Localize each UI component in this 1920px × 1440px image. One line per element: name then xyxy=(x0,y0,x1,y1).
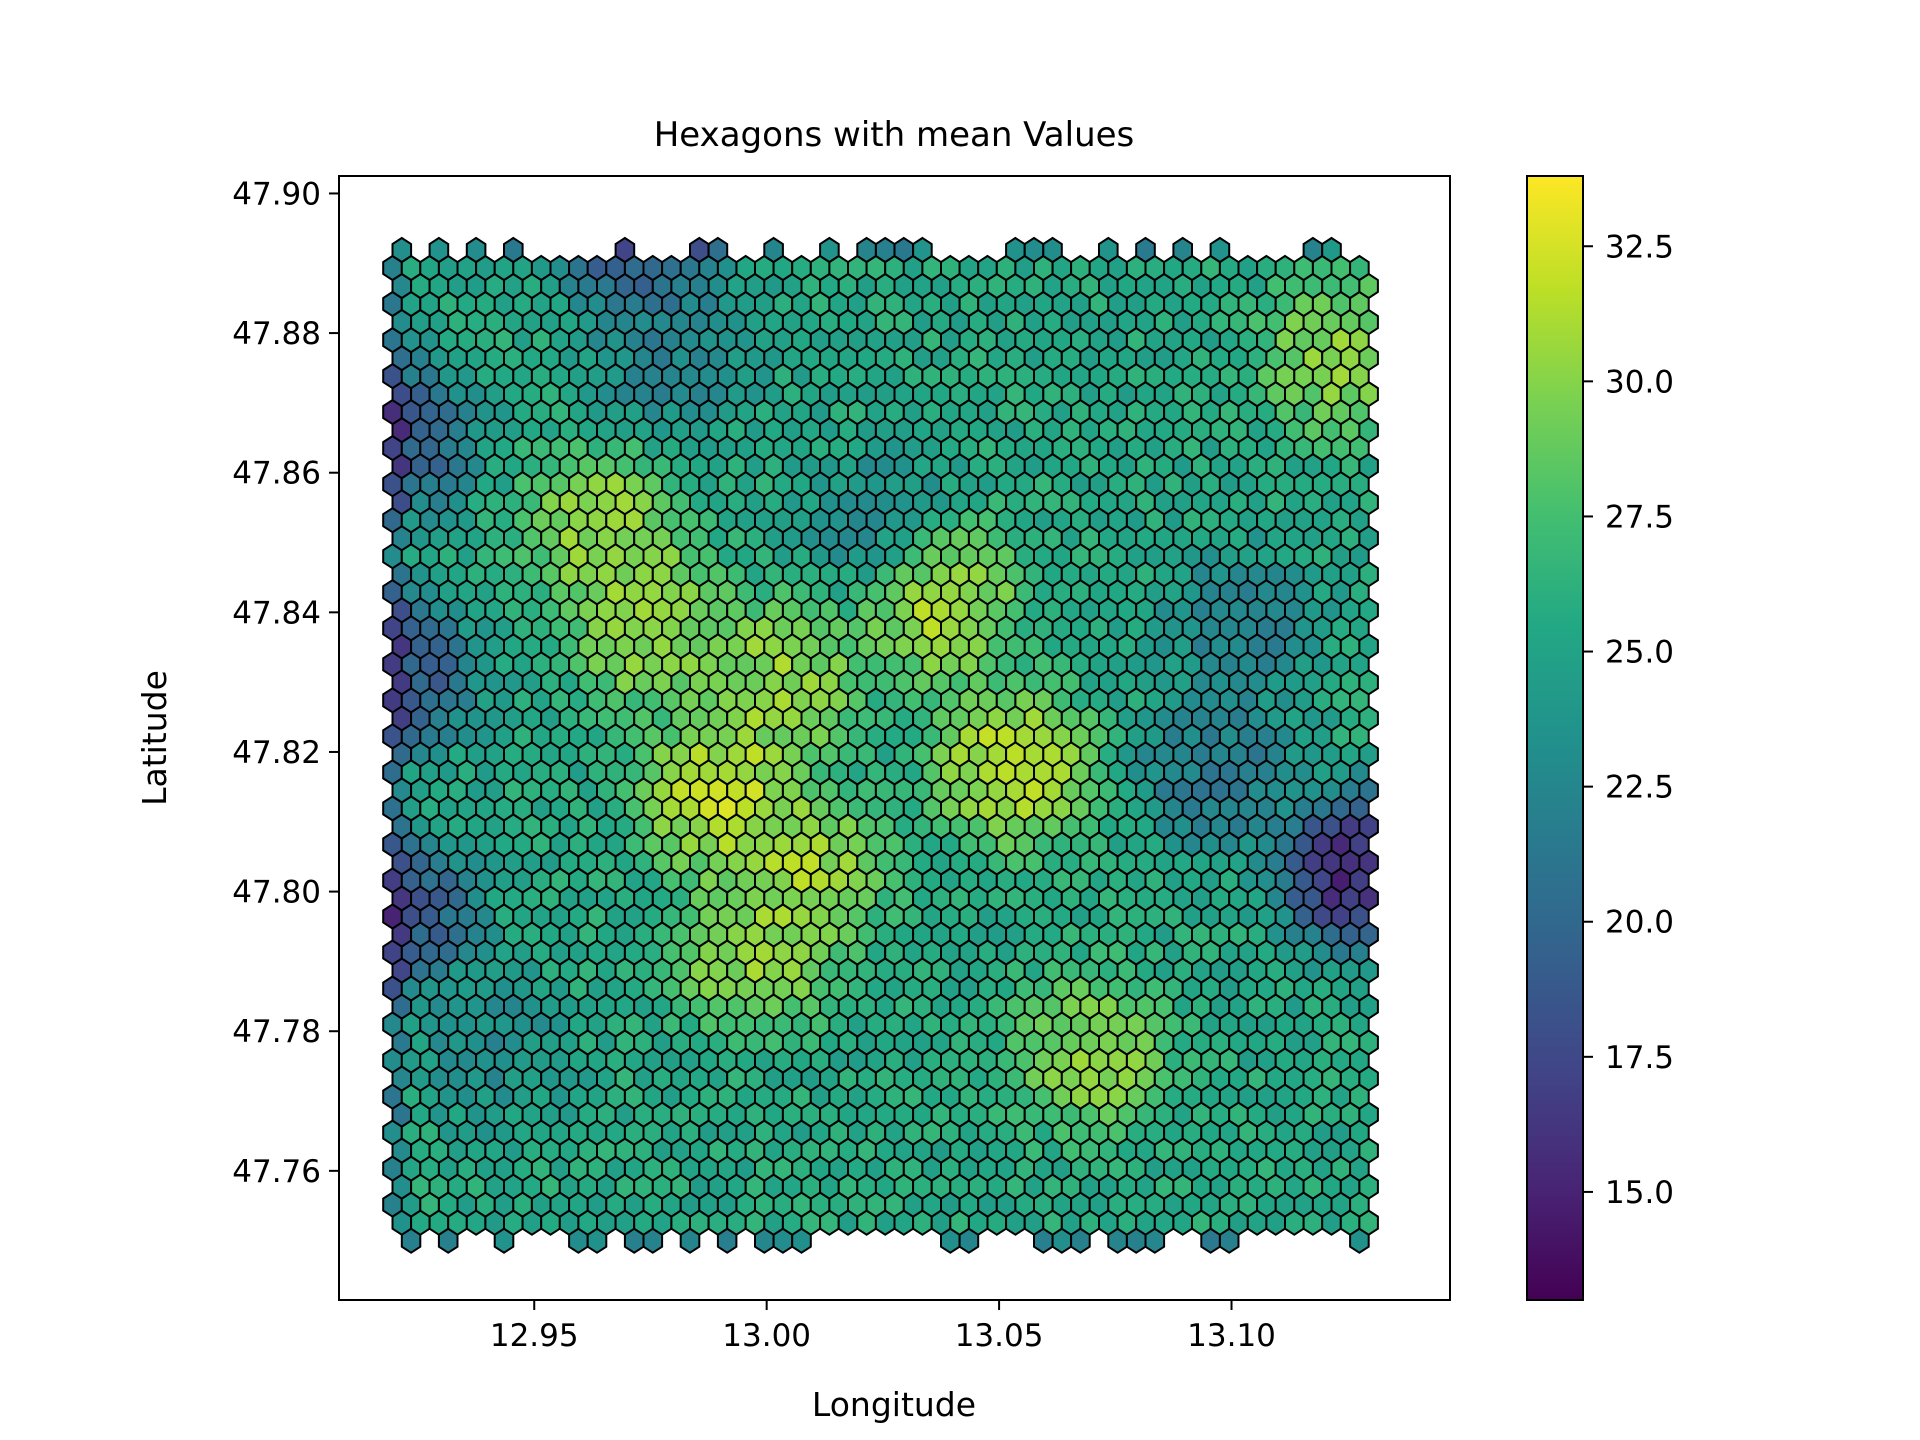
hexagon-cell xyxy=(1005,236,1026,264)
hexagon-cell xyxy=(874,236,896,264)
y-axis-label: Latitude xyxy=(135,670,174,806)
chart-title: Hexagons with mean Values xyxy=(654,115,1135,155)
hexagon-cell xyxy=(568,254,589,282)
hexagon-cell xyxy=(958,254,980,282)
x-tick-label: 13.10 xyxy=(1187,1318,1276,1354)
x-axis-label: Longitude xyxy=(812,1385,976,1424)
plot-frame xyxy=(338,175,1451,1301)
hexagon-cell xyxy=(1209,236,1231,264)
hexagon-cell xyxy=(1256,254,1277,282)
hexagon-cell xyxy=(503,236,524,264)
colorbar xyxy=(1526,175,1584,1301)
hexagon-cell xyxy=(893,236,915,264)
hexagon-cell xyxy=(856,236,877,264)
x-tick-label: 13.05 xyxy=(955,1318,1044,1354)
colorbar-tick-label: 30.0 xyxy=(1605,364,1674,400)
hexagon-cell xyxy=(1274,254,1296,282)
hexagon-cell xyxy=(819,236,840,264)
hexagon-layer xyxy=(382,236,1379,1254)
hexagon-cell xyxy=(763,236,784,264)
hexagon-cell xyxy=(428,236,450,264)
y-tick-label: 47.90 xyxy=(232,176,321,212)
hexagon-cell xyxy=(1349,254,1370,282)
x-tick-label: 13.00 xyxy=(722,1318,811,1354)
hexagon-cell xyxy=(465,236,487,264)
y-tick-label: 47.86 xyxy=(232,456,321,492)
hexagon-cell xyxy=(977,254,998,282)
x-tick-label: 12.95 xyxy=(490,1318,579,1354)
colorbar-tick-label: 25.0 xyxy=(1605,635,1674,671)
hexagon-cell xyxy=(549,254,571,282)
hexagon-cell xyxy=(391,236,413,264)
hexagon-cell xyxy=(1237,254,1259,282)
hexagon-cell xyxy=(1098,236,1119,264)
hexagon-cell xyxy=(707,236,729,264)
hexagon-cell xyxy=(1172,236,1193,264)
y-tick-label: 47.76 xyxy=(232,1154,321,1190)
hexagon-cell xyxy=(1302,236,1324,264)
y-tick-label: 47.84 xyxy=(232,595,321,631)
y-tick-label: 47.82 xyxy=(232,735,321,771)
hexagon-cell xyxy=(1321,236,1342,264)
colorbar-axis: 15.0 17.5 20.0 22.5 25.0 27.5 30.0 32.5 xyxy=(1583,229,1674,1211)
y-tick-label: 47.78 xyxy=(232,1014,321,1050)
colorbar-tick-label: 22.5 xyxy=(1605,770,1674,806)
colorbar-tick-label: 15.0 xyxy=(1605,1175,1674,1211)
hexagon-cell xyxy=(661,254,682,282)
hexagon-cell xyxy=(1023,236,1045,264)
hexagon-cell xyxy=(1042,236,1063,264)
colorbar-tick-label: 20.0 xyxy=(1605,905,1674,941)
hexagon-cell xyxy=(586,254,608,282)
hexagon-cell xyxy=(614,236,636,264)
x-axis: 12.95 13.00 13.05 13.10 xyxy=(490,1300,1276,1354)
hexagon-cell xyxy=(735,254,756,282)
colorbar-tick-label: 17.5 xyxy=(1605,1040,1674,1076)
y-tick-label: 47.88 xyxy=(232,316,321,352)
hexagon-cell xyxy=(1135,236,1156,264)
hexagon-cell xyxy=(940,254,961,282)
hexagon-cell xyxy=(791,254,812,282)
y-tick-label: 47.80 xyxy=(232,875,321,911)
hexagon-cell xyxy=(689,236,710,264)
colorbar-tick-label: 32.5 xyxy=(1605,229,1674,265)
hexagon-cell xyxy=(530,254,552,282)
y-axis: 47.76 47.78 47.80 47.82 47.84 47.86 47.88 47.90 xyxy=(232,176,339,1190)
colorbar-tick-label: 27.5 xyxy=(1605,499,1674,535)
hexagon-cell xyxy=(642,254,664,282)
hexagon-cell xyxy=(1070,254,1091,282)
hexagon-cell xyxy=(912,236,933,264)
